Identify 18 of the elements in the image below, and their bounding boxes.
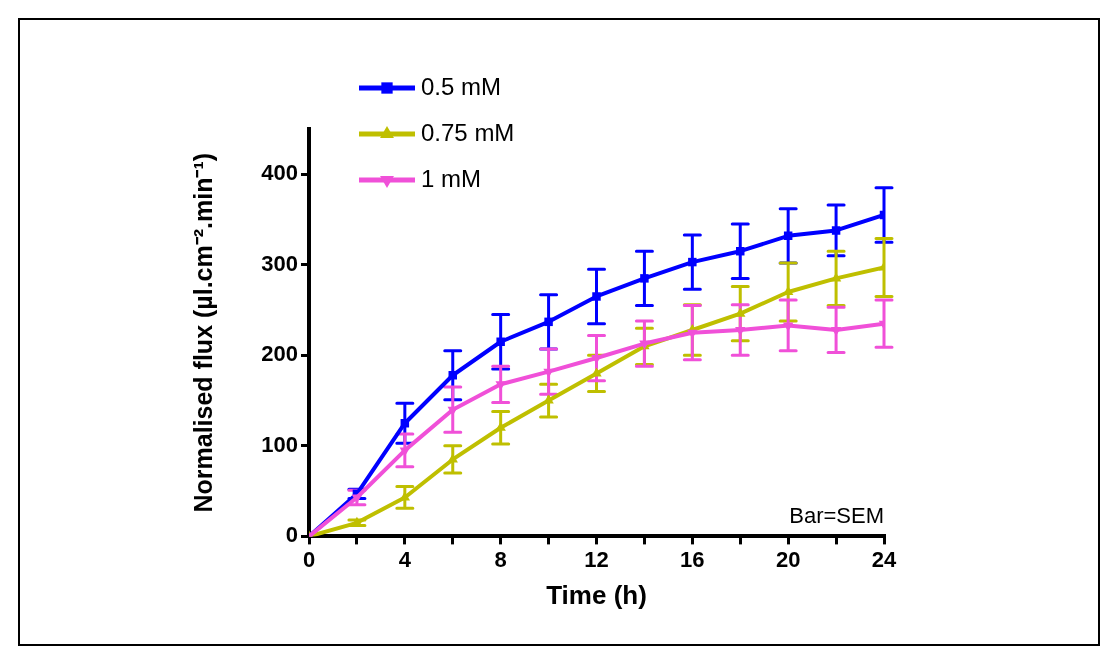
annotation: Bar=SEM [789, 503, 884, 529]
y-tick-label: 400 [261, 160, 298, 186]
x-tick-label: 20 [775, 546, 801, 572]
x-tick-label: 8 [494, 546, 507, 572]
legend-label: 0.75 mM [421, 118, 515, 146]
x-tick-label: 12 [584, 546, 609, 572]
x-tick-label: 4 [398, 546, 412, 572]
x-tick-label: 0 [302, 546, 316, 572]
y-tick-label: 0 [285, 522, 298, 548]
legend-label: 1 mM [421, 164, 481, 192]
y-tick-label: 100 [261, 431, 298, 457]
x-axis-title: Time (h) [546, 579, 647, 610]
x-tick-label: 24 [871, 546, 897, 572]
x-tick-label: 16 [680, 546, 705, 572]
y-tick-label: 300 [261, 250, 298, 276]
y-axis-title: Normalised flux (µl.cm⁻².min⁻¹) [188, 152, 217, 513]
legend-label: 0.5 mM [421, 72, 502, 100]
y-tick-label: 200 [261, 341, 298, 367]
